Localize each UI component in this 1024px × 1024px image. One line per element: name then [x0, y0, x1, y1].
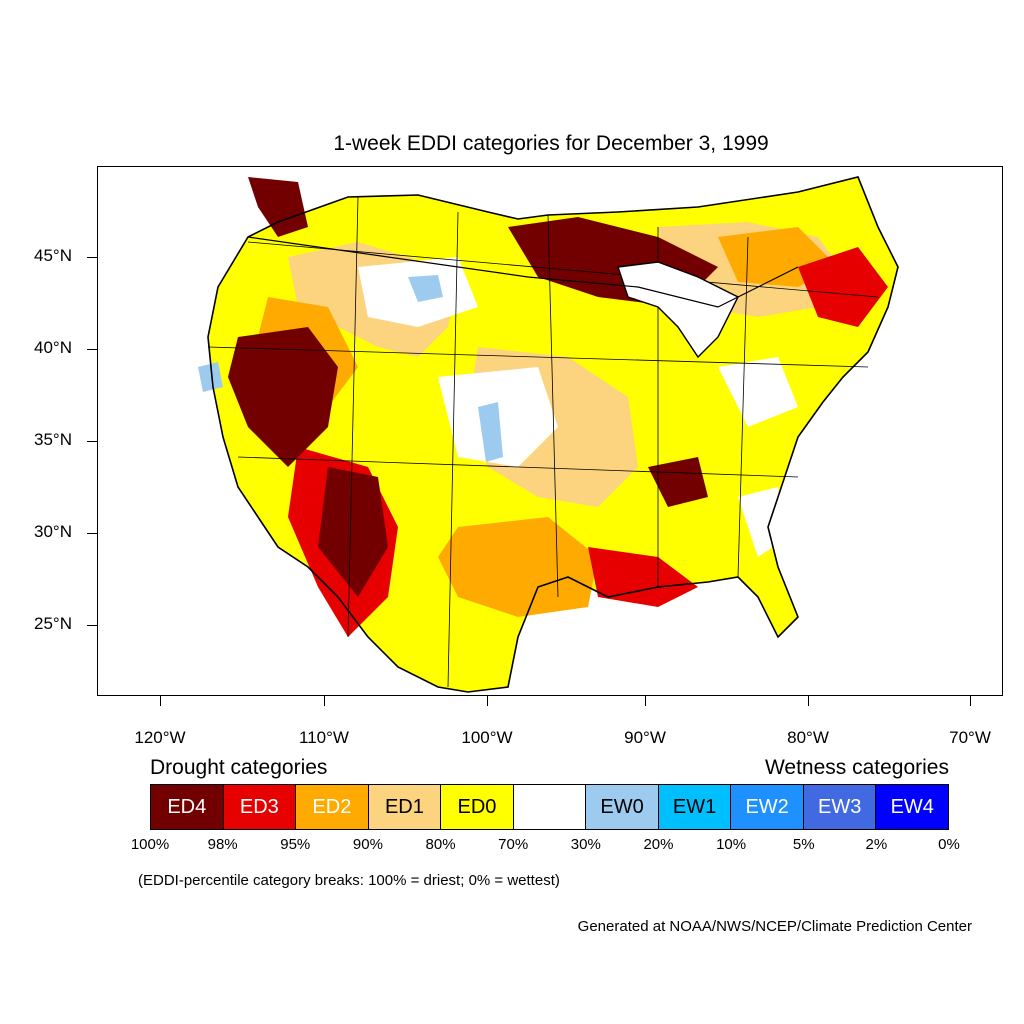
legend-cell-ed0: ED0 [441, 785, 514, 829]
legend-break-label: 98% [207, 836, 238, 853]
ew0-spot-1 [408, 275, 443, 302]
lat-label: 45°N [34, 246, 72, 265]
lon-tick [487, 696, 488, 706]
lon-label: 120°W [134, 728, 186, 747]
lat-label: 30°N [34, 522, 72, 541]
lat-tick [87, 257, 97, 258]
coastline [207, 176, 899, 693]
eddi-map [198, 176, 899, 693]
legend-break-label: 95% [280, 836, 311, 853]
ed4-region-northwest [248, 177, 308, 237]
legend-break-label: 0% [938, 836, 960, 853]
legend-cell-ed2: ED2 [296, 785, 369, 829]
lon-tick [160, 696, 161, 706]
map-panel[interactable] [97, 166, 1003, 696]
legend-cell-ew4: EW4 [876, 785, 949, 829]
lat-label: 35°N [34, 430, 72, 449]
lat-label: 40°N [34, 338, 72, 357]
legend-break-label: 30% [570, 836, 601, 853]
legend-cell-ed1: ED1 [368, 785, 442, 829]
legend-break-label: 80% [425, 836, 456, 853]
legend-cell-ew0: EW0 [586, 785, 659, 829]
category-legend: ED4 ED3 ED2 ED1 ED0 EW0 EW1 EW2 EW3 EW4 [150, 784, 949, 830]
lon-tick [645, 696, 646, 706]
legend-break-label: 20% [643, 836, 674, 853]
drought-heading: Drought categories [150, 756, 328, 779]
great-lakes [617, 261, 739, 359]
lon-label: 100°W [461, 728, 513, 747]
lat-tick [87, 533, 97, 534]
ew0-spot-2 [478, 402, 503, 462]
lat-tick [87, 625, 97, 626]
ed4-region-delta [648, 457, 708, 507]
map-title: 1-week EDDI categories for December 3, 1… [333, 132, 769, 155]
lon-tick [970, 696, 971, 706]
ed4-region-southwest [318, 467, 388, 597]
legend-cell-ew2: EW2 [731, 785, 804, 829]
legend-cell-neutral [513, 785, 587, 829]
legend-break-label: 5% [792, 836, 815, 853]
credit-line: Generated at NOAA/NWS/NCEP/Climate Predi… [577, 918, 972, 935]
legend-cell-ed4: ED4 [151, 785, 224, 829]
legend-break-label: 70% [498, 836, 529, 853]
lat-label: 25°N [34, 614, 72, 633]
lon-label: 90°W [624, 728, 666, 747]
legend-break-label: 90% [352, 836, 383, 853]
legend-cell-ew3: EW3 [803, 785, 877, 829]
neutral-region-ohio [718, 357, 798, 427]
lon-tick [808, 696, 809, 706]
lat-tick [87, 441, 97, 442]
lon-label: 80°W [787, 728, 829, 747]
legend-cell-ew1: EW1 [658, 785, 732, 829]
ed4-region-great-basin [228, 327, 338, 467]
ed3-region-northeast [798, 247, 888, 327]
legend-break-label: 2% [865, 836, 888, 853]
legend-break-label: 100% [130, 836, 170, 853]
legend-note: (EDDI-percentile category breaks: 100% =… [138, 872, 560, 889]
wetness-heading: Wetness categories [764, 756, 949, 779]
ew0-spot-3 [198, 362, 223, 392]
lat-tick [87, 349, 97, 350]
ed3-region-gulf [588, 547, 698, 607]
legend-cell-ed3: ED3 [223, 785, 297, 829]
lon-label: 70°W [949, 728, 991, 747]
legend-break-label: 10% [716, 836, 747, 853]
canada-border [247, 236, 799, 308]
lon-label: 110°W [299, 728, 349, 747]
lon-tick [324, 696, 325, 706]
